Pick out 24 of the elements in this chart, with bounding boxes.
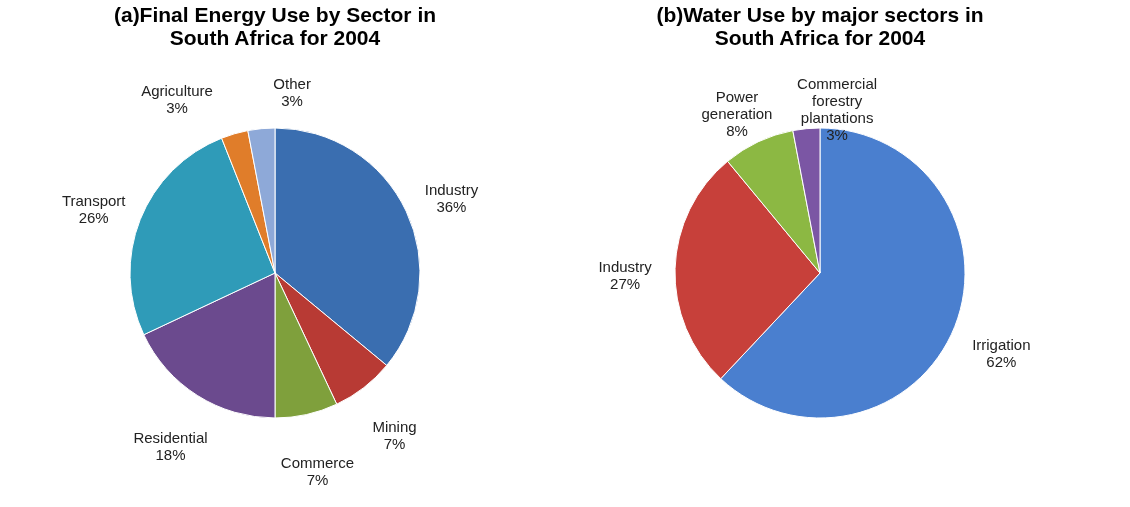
slice-label: Commercial forestry plantations [797, 74, 878, 126]
data-label: 27% [610, 274, 641, 292]
data-label: 26% [78, 209, 109, 227]
data-label: 3% [166, 98, 188, 116]
slice-label: Power generation [701, 87, 773, 122]
data-label: 36% [436, 197, 467, 215]
slice-label: Residential [133, 428, 208, 446]
data-label: 7% [306, 471, 329, 489]
chart-title: (b)Water Use by major sectors in South Africa for 2004 [656, 3, 984, 49]
data-label: 8% [726, 121, 748, 139]
slice-label: Agriculture [141, 81, 213, 99]
slice-label: Mining [372, 418, 417, 436]
slice-label: Commerce [280, 454, 355, 472]
slice-label: Other [273, 74, 311, 92]
data-label: 3% [826, 125, 848, 143]
slice-label: Irrigation [972, 335, 1031, 353]
data-label: 62% [986, 352, 1017, 370]
chart-title: (a)Final Energy Use by Sector in South Africa for 2004 [113, 3, 437, 49]
slice-label: Industry [598, 257, 653, 275]
slice-label: Industry [424, 180, 479, 198]
data-label: 3% [281, 91, 303, 109]
data-label: 7% [383, 435, 406, 453]
slice-label: Transport [61, 192, 127, 210]
data-label: 18% [155, 445, 186, 463]
